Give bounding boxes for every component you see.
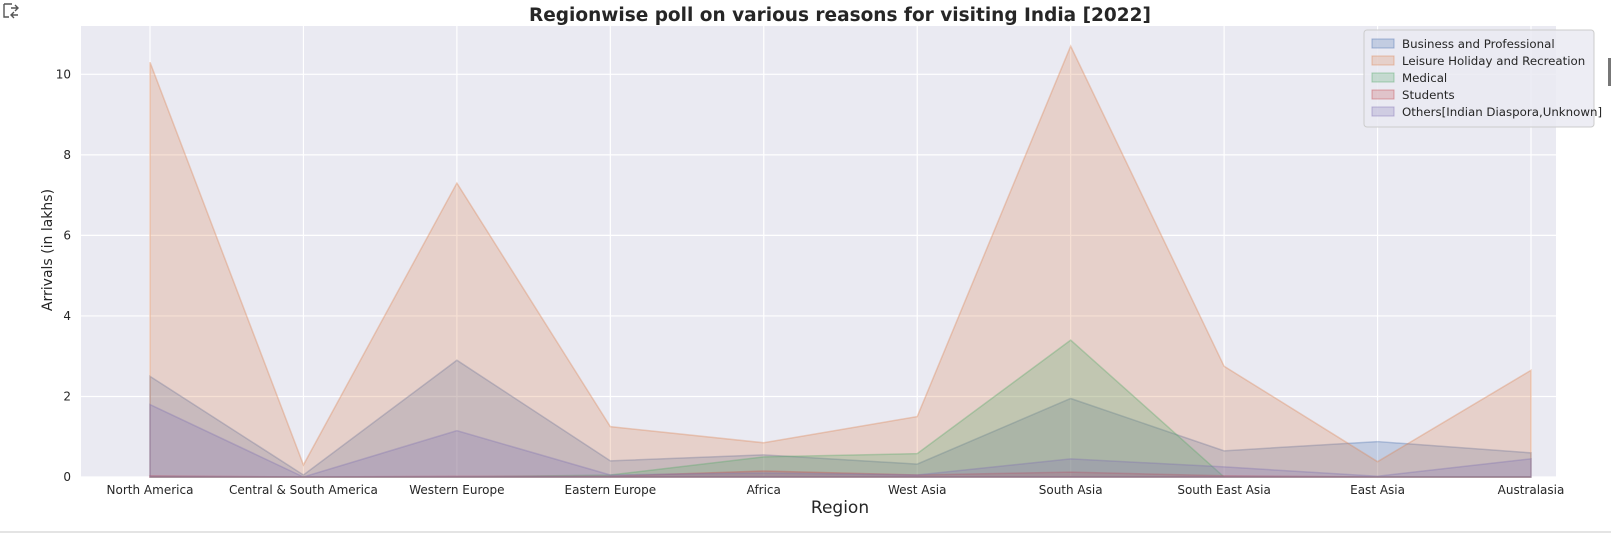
y-tick-label: 4	[63, 309, 71, 323]
legend-swatch	[1371, 55, 1395, 66]
area-series	[149, 359, 1532, 478]
legend-swatch	[1371, 89, 1395, 100]
legend-label: Business and Professional	[1402, 37, 1555, 51]
x-tick-label: Australasia	[1498, 483, 1565, 497]
x-tick-label: South East Asia	[1177, 483, 1271, 497]
legend-label: Leisure Holiday and Recreation	[1402, 54, 1585, 68]
legend-label: Students	[1402, 88, 1455, 102]
x-tick-label: Central & South America	[229, 483, 378, 497]
y-tick-label: 6	[63, 228, 71, 242]
y-tick-label: 0	[63, 470, 71, 484]
legend-swatch	[1371, 72, 1395, 83]
x-axis-label: Region	[811, 498, 869, 518]
legend-label: Medical	[1402, 71, 1447, 85]
x-tick-label: West Asia	[888, 483, 946, 497]
scroll-edge-marker	[1608, 58, 1611, 86]
x-tick-label: Eastern Europe	[565, 483, 657, 497]
chart-title: Regionwise poll on various reasons for v…	[529, 5, 1151, 26]
y-axis-label: Arrivals (in lakhs)	[40, 189, 56, 311]
x-tick-label: East Asia	[1350, 483, 1405, 497]
legend-box	[1363, 29, 1595, 128]
x-tick-label: Western Europe	[409, 483, 504, 497]
output-toggle-icon[interactable]	[2, 2, 24, 22]
y-tick-label: 2	[63, 389, 71, 403]
plot-area	[81, 26, 1556, 477]
y-tick-label: 8	[63, 148, 71, 162]
x-tick-label: North America	[107, 483, 194, 497]
area-series	[149, 44, 1532, 478]
x-tick-label: South Asia	[1039, 483, 1103, 497]
legend-swatch	[1371, 106, 1395, 117]
area-series	[150, 339, 1531, 478]
area-series	[149, 403, 1532, 478]
legend-label: Others[Indian Diaspora,Unknown]	[1402, 105, 1602, 119]
y-tick-label: 10	[56, 67, 71, 81]
legend: Business and Professional Leisure Holiday…	[1363, 29, 1602, 128]
area-series	[149, 470, 1531, 478]
cell-divider	[0, 531, 1611, 533]
legend-swatch	[1371, 38, 1395, 49]
x-tick-label: Africa	[747, 483, 781, 497]
